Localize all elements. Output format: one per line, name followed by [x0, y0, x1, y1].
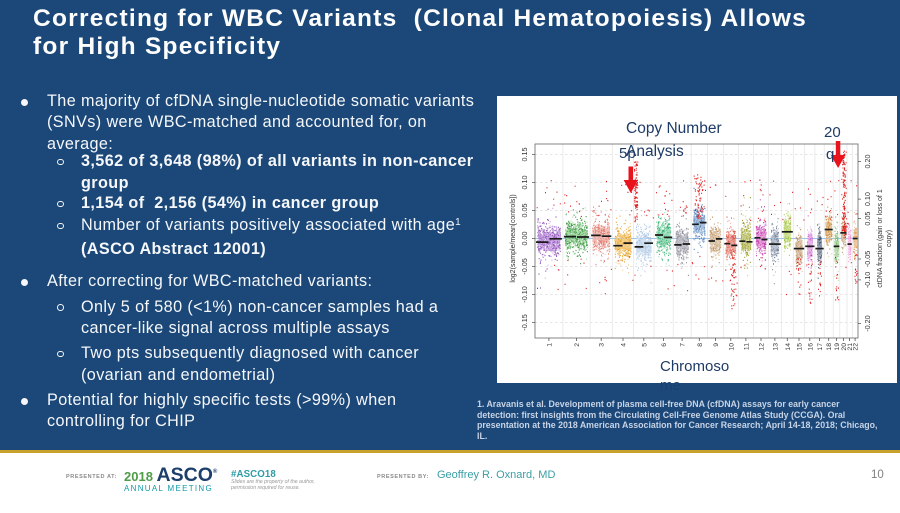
- svg-text:16: 16: [807, 343, 814, 351]
- svg-text:18: 18: [826, 343, 833, 351]
- svg-text:12: 12: [759, 343, 766, 351]
- svg-text:0.20: 0.20: [863, 155, 872, 169]
- svg-text:21: 21: [847, 343, 854, 351]
- svg-text:-0.10: -0.10: [863, 272, 872, 288]
- svg-text:0.00: 0.00: [520, 232, 529, 246]
- svg-text:4: 4: [621, 343, 628, 347]
- svg-text:22: 22: [853, 343, 860, 351]
- svg-text:log2(sample/mean[controls]): log2(sample/mean[controls]): [510, 194, 517, 282]
- svg-text:14: 14: [785, 343, 792, 351]
- svg-text:10: 10: [728, 343, 735, 351]
- svg-text:20: 20: [841, 343, 848, 351]
- svg-text:0.10: 0.10: [863, 192, 872, 206]
- svg-text:17: 17: [817, 343, 824, 351]
- svg-text:0.05: 0.05: [520, 204, 529, 218]
- svg-text:3: 3: [599, 343, 606, 347]
- svg-text:7: 7: [680, 343, 687, 347]
- svg-text:-0.05: -0.05: [520, 258, 529, 274]
- svg-text:0.05: 0.05: [863, 212, 872, 226]
- svg-text:9: 9: [713, 343, 720, 347]
- svg-text:11: 11: [743, 343, 750, 350]
- svg-text:6: 6: [661, 343, 668, 347]
- svg-text:2: 2: [574, 343, 581, 347]
- svg-text:0.10: 0.10: [520, 176, 529, 190]
- svg-text:copy): copy): [886, 230, 893, 247]
- svg-text:-0.05: -0.05: [863, 251, 872, 267]
- svg-text:15: 15: [797, 343, 804, 351]
- svg-text:ctDNA fraction (gain or loss o: ctDNA fraction (gain or loss of 1: [877, 189, 884, 288]
- svg-text:0.15: 0.15: [520, 148, 529, 162]
- svg-text:1: 1: [546, 343, 553, 347]
- svg-text:5: 5: [641, 343, 648, 347]
- svg-text:-0.15: -0.15: [520, 314, 529, 330]
- svg-text:-0.20: -0.20: [863, 315, 872, 331]
- svg-text:-0.10: -0.10: [520, 286, 529, 302]
- svg-text:8: 8: [697, 343, 704, 347]
- svg-text:19: 19: [834, 343, 841, 351]
- svg-text:13: 13: [772, 343, 779, 351]
